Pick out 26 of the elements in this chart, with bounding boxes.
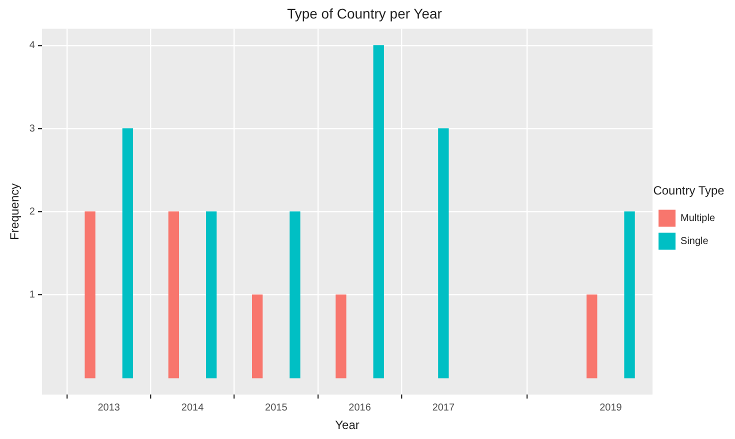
bar xyxy=(290,211,300,378)
x-tick-label: 2016 xyxy=(348,402,372,414)
bar xyxy=(206,211,217,378)
bar xyxy=(84,211,96,378)
legend-title: Country Type xyxy=(653,184,725,198)
legend-label: Single xyxy=(680,236,709,247)
y-tick-label: 4 xyxy=(29,40,36,52)
bar xyxy=(586,294,598,378)
y-tick-label: 1 xyxy=(29,290,36,301)
x-tick-label: 2017 xyxy=(432,402,455,414)
bar xyxy=(373,45,384,378)
bar xyxy=(624,211,635,378)
y-tick-label: 2 xyxy=(29,206,36,218)
legend-label: Multiple xyxy=(680,212,716,224)
x-tick-label: 2013 xyxy=(98,402,120,414)
x-tick-label: 2019 xyxy=(600,402,622,414)
bar xyxy=(336,294,346,378)
y-tick-label: 3 xyxy=(29,123,36,134)
bar xyxy=(168,211,180,378)
y-axis-title: Frequency xyxy=(8,183,22,240)
x-axis-title: Year xyxy=(335,418,360,432)
bar xyxy=(252,294,263,378)
bar xyxy=(122,128,134,378)
x-tick-label: 2014 xyxy=(181,402,204,414)
x-tick-label: 2015 xyxy=(265,402,288,414)
chart-title: Type of Country per Year xyxy=(287,5,442,22)
